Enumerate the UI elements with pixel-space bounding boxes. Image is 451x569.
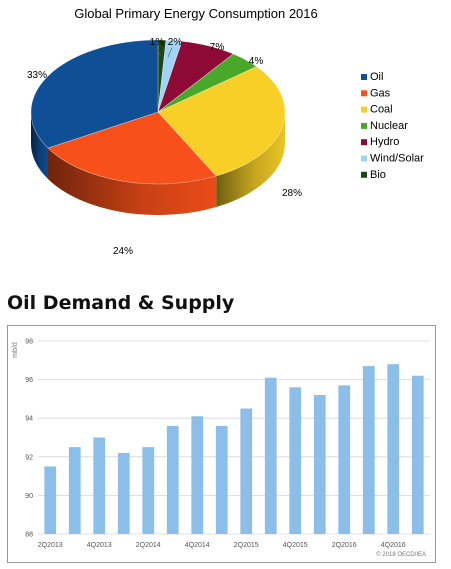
- pie-label-gas: 24%: [113, 246, 133, 257]
- energy-pie-chart: Global Primary Energy Consumption 2016 3…: [27, 6, 424, 257]
- pie-side-shade-gas: [48, 148, 217, 215]
- pie-legend: Oil Gas Coal Nuclear Hydro Wind/Solar Bio: [361, 71, 424, 181]
- legend-label-coal: Coal: [370, 104, 393, 116]
- pie-label-nuclear: 4%: [249, 56, 264, 67]
- bar-2Q2015: [240, 408, 253, 534]
- bar-4Q2014: [191, 416, 204, 534]
- y-tick-94: 94: [25, 416, 33, 423]
- y-tick-88: 88: [25, 532, 33, 539]
- bar-2Q2014: [142, 447, 155, 534]
- bar-1Q2016: [313, 395, 326, 534]
- bar-3Q2016: [362, 366, 375, 534]
- bar-4Q2013: [93, 437, 106, 534]
- pie-leader-bio: [155, 47, 162, 57]
- pie-slice-coal: [157, 66, 286, 177]
- x-tick-2Q2014: 2Q2014: [136, 542, 161, 549]
- bar-2Q2013: [44, 466, 57, 534]
- pie-label-group: 33% 24% 28% 4% 7% 2%1%: [27, 37, 302, 257]
- y-axis-label: mb/d: [12, 342, 19, 358]
- x-tick-4Q2014: 4Q2014: [185, 542, 210, 549]
- legend-label-bio: Bio: [370, 169, 386, 181]
- legend-swatch-hydro: [361, 139, 367, 146]
- bar-1Q2015: [215, 425, 228, 534]
- pie-label-oil: 33%: [27, 70, 47, 81]
- bar-chart-ticks: 88 90 92 94 96 98 2Q2013 4Q2013 2Q2014 4Q2014 2Q20…: [25, 339, 406, 550]
- legend-label-gas: Gas: [370, 87, 391, 99]
- legend-swatch-wind-solar: [361, 155, 367, 162]
- legend-label-nuclear: Nuclear: [370, 120, 408, 132]
- oil-chart-heading: Oil Demand & Supply: [7, 292, 235, 314]
- bar-3Q2014: [166, 425, 179, 534]
- source-note: © 2018 OECD/IEA: [376, 551, 426, 558]
- bar-2Q2016: [338, 385, 351, 534]
- y-tick-98: 98: [25, 339, 33, 346]
- x-tick-4Q2013: 4Q2013: [87, 542, 112, 549]
- bar-3Q2013: [68, 447, 81, 534]
- pie-label-wind-solar: 2%: [168, 37, 183, 48]
- legend-swatch-coal: [361, 106, 367, 113]
- x-tick-2Q2015: 2Q2015: [234, 542, 259, 549]
- legend-label-wind-solar: Wind/Solar: [370, 153, 424, 165]
- y-tick-92: 92: [25, 454, 33, 461]
- pie-slice-gas: [47, 111, 217, 185]
- bar-1Q2017: [411, 375, 424, 534]
- legend-label-hydro: Hydro: [370, 136, 399, 148]
- legend-label-oil: Oil: [370, 71, 383, 83]
- x-tick-4Q2016: 4Q2016: [381, 542, 406, 549]
- pie-label-coal: 28%: [282, 188, 302, 199]
- bar-4Q2015: [289, 387, 302, 534]
- pie-chart-title: Global Primary Energy Consumption 2016: [74, 6, 318, 21]
- legend-swatch-oil: [361, 74, 367, 80]
- pie-side-group: [31, 112, 285, 215]
- bar-1Q2014: [117, 452, 130, 534]
- pie-side-shade-coal: [216, 112, 285, 207]
- pie-label-hydro: 7%: [210, 42, 225, 53]
- oil-demand-bar-chart: 88 90 92 94 96 98 2Q2013 4Q2013 2Q2014 4Q2014 2Q20…: [7, 325, 436, 563]
- legend-swatch-nuclear: [361, 122, 367, 129]
- pie-leader-wind-solar: [167, 47, 173, 58]
- legend-swatch-bio: [361, 171, 367, 178]
- pie-side-shade-oil: [31, 112, 49, 179]
- bar-3Q2015: [264, 377, 277, 534]
- x-tick-4Q2015: 4Q2015: [283, 542, 308, 549]
- bar-chart-bars: [44, 364, 424, 534]
- x-tick-2Q2013: 2Q2013: [38, 542, 63, 549]
- bar-4Q2016: [387, 364, 400, 534]
- pie-top-group: [30, 39, 286, 185]
- legend-swatch-gas: [361, 90, 367, 97]
- x-tick-2Q2016: 2Q2016: [332, 542, 357, 549]
- y-tick-96: 96: [25, 377, 33, 384]
- pie-slice-oil: [30, 39, 159, 149]
- y-tick-90: 90: [25, 493, 33, 500]
- pie-label-bio: 1%: [150, 37, 165, 48]
